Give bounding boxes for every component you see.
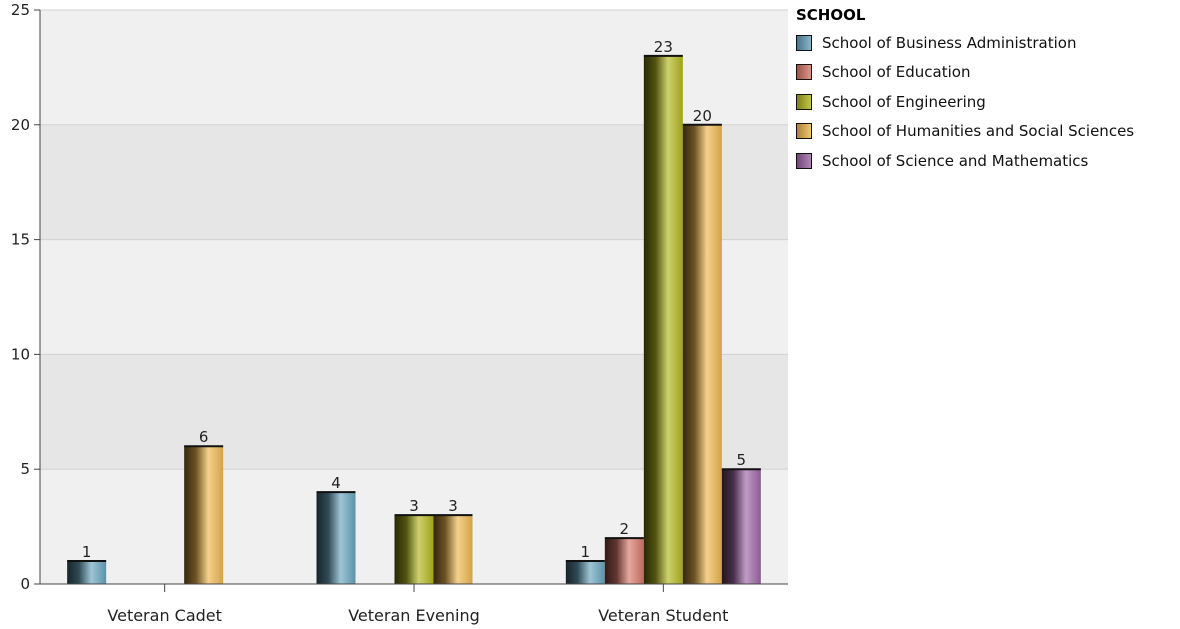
legend-swatch xyxy=(796,94,812,110)
legend-swatch xyxy=(796,123,812,139)
data-label: 20 xyxy=(693,107,712,125)
y-tick-label: 20 xyxy=(11,116,30,134)
y-tick-label: 5 xyxy=(20,460,30,478)
y-tick-label: 0 xyxy=(20,575,30,593)
x-tick-label: Veteran Student xyxy=(598,606,728,625)
legend-item: School of Engineering xyxy=(796,87,1134,117)
data-label: 1 xyxy=(82,543,92,561)
y-tick-label: 10 xyxy=(11,345,30,363)
x-tick-label: Veteran Cadet xyxy=(107,606,222,625)
bar xyxy=(184,446,223,584)
bar xyxy=(395,515,434,584)
data-label: 6 xyxy=(199,428,209,446)
data-label: 5 xyxy=(737,451,747,469)
legend-item: School of Science and Mathematics xyxy=(796,146,1134,176)
bar xyxy=(644,56,683,584)
x-tick-label: Veteran Evening xyxy=(348,606,480,625)
legend-swatch xyxy=(796,64,812,80)
legend: SCHOOL School of Business Administration… xyxy=(796,6,1134,176)
legend-item: School of Business Administration xyxy=(796,28,1134,58)
data-label: 3 xyxy=(409,497,419,515)
legend-label: School of Business Administration xyxy=(822,34,1076,52)
data-label: 2 xyxy=(620,520,630,538)
legend-label: School of Science and Mathematics xyxy=(822,152,1088,170)
y-tick-label: 25 xyxy=(11,1,30,19)
bar xyxy=(683,125,722,584)
data-label: 23 xyxy=(654,38,673,56)
bar xyxy=(434,515,473,584)
legend-label: School of Engineering xyxy=(822,93,986,111)
bar xyxy=(722,469,761,584)
legend-item: School of Education xyxy=(796,58,1134,88)
legend-label: School of Humanities and Social Sciences xyxy=(822,122,1134,140)
bar xyxy=(317,492,356,584)
legend-label: School of Education xyxy=(822,63,970,81)
bar xyxy=(605,538,644,584)
bar xyxy=(67,561,106,584)
legend-swatch xyxy=(796,153,812,169)
data-label: 1 xyxy=(581,543,591,561)
y-tick-label: 15 xyxy=(11,231,30,249)
legend-item: School of Humanities and Social Sciences xyxy=(796,117,1134,147)
legend-swatch xyxy=(796,35,812,51)
data-label: 4 xyxy=(331,474,341,492)
bar xyxy=(566,561,605,584)
legend-title: SCHOOL xyxy=(796,6,1134,24)
data-label: 3 xyxy=(448,497,458,515)
